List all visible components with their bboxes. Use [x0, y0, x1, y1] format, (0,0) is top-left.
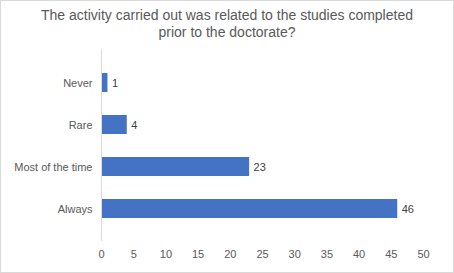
svg-text:Never: Never [63, 77, 93, 89]
svg-text:10: 10 [160, 248, 172, 260]
svg-text:Rare: Rare [69, 119, 93, 131]
svg-text:45: 45 [385, 248, 397, 260]
svg-text:0: 0 [98, 248, 104, 260]
svg-text:Most of the time: Most of the time [14, 161, 92, 173]
svg-text:46: 46 [402, 203, 414, 215]
svg-text:15: 15 [192, 248, 204, 260]
svg-text:4: 4 [131, 119, 137, 131]
svg-text:40: 40 [353, 248, 365, 260]
svg-text:30: 30 [289, 248, 301, 260]
svg-text:23: 23 [254, 161, 266, 173]
svg-text:50: 50 [417, 248, 429, 260]
svg-text:1: 1 [112, 77, 118, 89]
svg-text:35: 35 [321, 248, 333, 260]
svg-text:20: 20 [224, 248, 236, 260]
html-text:The activity carried out was r: The activity carried out was related to … [41, 7, 413, 40]
svg-text:25: 25 [256, 248, 268, 260]
svg-text:5: 5 [131, 248, 137, 260]
svg-text:Always: Always [58, 203, 93, 215]
